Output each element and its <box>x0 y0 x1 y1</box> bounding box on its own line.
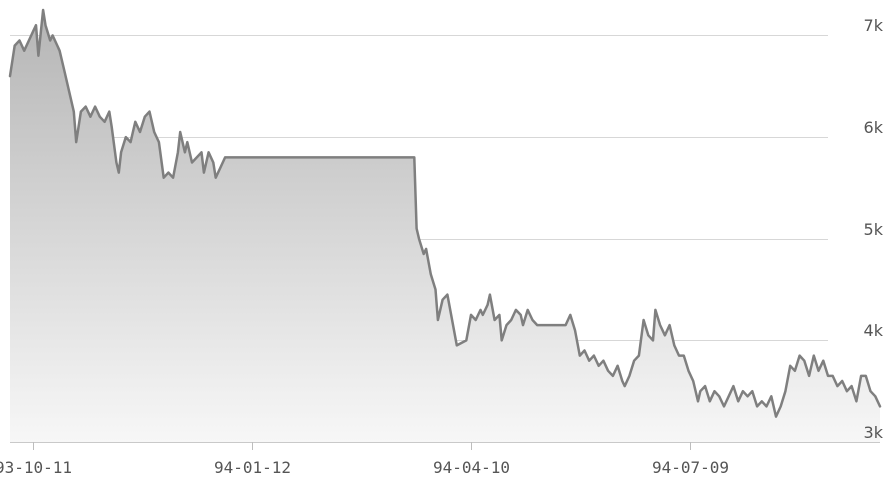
y-tick-label-5k: 5k <box>864 220 884 239</box>
data-area <box>8 8 882 442</box>
x-tick-label-94-04-10: 94-04-10 <box>433 458 510 477</box>
y-tick-label-3k: 3k <box>864 423 884 442</box>
x-tick-label-94-07-09: 94-07-09 <box>652 458 729 477</box>
series-line <box>8 8 882 418</box>
y-tick-label-6k: 6k <box>864 118 884 137</box>
area-fill <box>10 10 880 442</box>
x-axis: 93-10-11 94-01-12 94-04-10 94-07-09 <box>0 442 880 477</box>
y-tick-label-4k: 4k <box>864 321 884 340</box>
x-tick-label-93-10-11: 93-10-11 <box>0 458 72 477</box>
x-tick-label-94-01-12: 94-01-12 <box>214 458 291 477</box>
y-axis-labels: 3k 4k 5k 6k 7k <box>864 16 884 442</box>
y-tick-label-7k: 7k <box>864 16 884 35</box>
